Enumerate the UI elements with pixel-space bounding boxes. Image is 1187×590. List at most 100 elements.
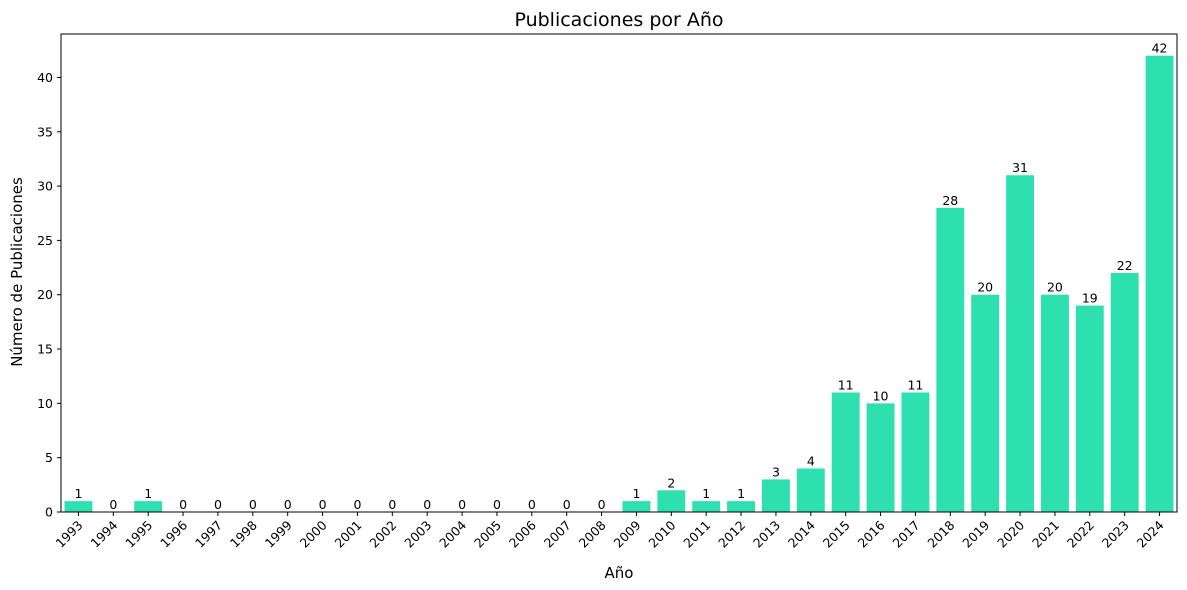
data-label-2008: 0 [598, 497, 606, 512]
data-label-2016: 10 [873, 388, 889, 403]
bar-2024 [1145, 55, 1174, 513]
x-tick-label-2003: 2003 [401, 518, 434, 551]
data-label-2001: 0 [353, 497, 361, 512]
bar-2016 [866, 403, 895, 512]
bar-2012 [727, 501, 756, 512]
bar-2021 [1040, 294, 1069, 512]
y-tick-label-20: 20 [37, 287, 53, 302]
x-tick-label-2019: 2019 [959, 517, 992, 550]
x-tick-label-2000: 2000 [297, 517, 330, 550]
data-label-2003: 0 [423, 497, 431, 512]
data-label-1996: 0 [179, 497, 187, 512]
bar-2017 [901, 392, 930, 512]
x-tick-label-2015: 2015 [820, 518, 853, 551]
data-label-1998: 0 [249, 497, 257, 512]
y-tick-label-30: 30 [37, 179, 53, 194]
x-tick-label-2006: 2006 [506, 517, 539, 550]
data-label-2020: 31 [1012, 160, 1028, 175]
data-label-2009: 1 [632, 486, 640, 501]
data-label-2006: 0 [528, 497, 536, 512]
bar-2018 [936, 207, 965, 512]
data-label-2004: 0 [458, 497, 466, 512]
y-tick-label-5: 5 [45, 450, 53, 465]
bar-1993 [64, 501, 93, 512]
y-tick-label-10: 10 [37, 396, 53, 411]
bar-2013 [761, 479, 790, 512]
x-tick-label-1994: 1994 [87, 517, 120, 550]
data-label-2012: 1 [737, 486, 745, 501]
y-tick-label-25: 25 [37, 233, 53, 248]
data-label-1995: 1 [144, 486, 152, 501]
bar-2014 [796, 468, 825, 512]
bar-2020 [1006, 175, 1035, 512]
x-tick-label-2011: 2011 [680, 518, 713, 551]
chart-title: Publicaciones por Año [514, 9, 723, 31]
x-tick-label-2017: 2017 [889, 518, 922, 551]
y-tick-label-0: 0 [45, 505, 53, 520]
x-tick-label-1998: 1998 [227, 517, 260, 550]
plot-frame [60, 33, 1178, 513]
x-tick-label-2010: 2010 [645, 517, 678, 550]
data-label-2024: 42 [1152, 41, 1168, 56]
x-tick-label-2018: 2018 [924, 517, 957, 550]
x-tick-label-2022: 2022 [1064, 518, 1097, 551]
data-label-2005: 0 [493, 497, 501, 512]
data-label-2014: 4 [807, 454, 815, 469]
y-tick-label-15: 15 [37, 342, 53, 357]
data-label-2017: 11 [907, 378, 923, 393]
x-tick-label-2014: 2014 [785, 517, 818, 550]
x-tick-label-2001: 2001 [331, 518, 364, 551]
x-tick-label-2002: 2002 [366, 518, 399, 551]
data-label-1993: 1 [74, 486, 82, 501]
data-label-2022: 19 [1082, 291, 1098, 306]
y-tick-label-35: 35 [37, 124, 53, 139]
bar-2019 [971, 294, 1000, 512]
x-tick-label-2004: 2004 [436, 517, 469, 550]
x-axis-label: Año [605, 564, 634, 582]
bar-2022 [1075, 305, 1104, 512]
x-axis: 1993 1994 1995 1996 1997 1998 1999 2000 2001 2002… [52, 512, 1167, 551]
bars-group [64, 55, 1174, 513]
data-label-2000: 0 [319, 497, 327, 512]
data-label-2011: 1 [702, 486, 710, 501]
data-label-1994: 0 [109, 497, 117, 512]
data-label-2010: 2 [667, 475, 675, 490]
data-label-2007: 0 [563, 497, 571, 512]
x-tick-label-2009: 2009 [610, 517, 643, 550]
data-label-1997: 0 [214, 497, 222, 512]
data-label-2013: 3 [772, 464, 780, 479]
data-label-2015: 11 [838, 378, 854, 393]
x-tick-label-2012: 2012 [715, 518, 748, 551]
x-tick-label-1993: 1993 [52, 518, 85, 551]
x-tick-label-1999: 1999 [262, 517, 295, 550]
x-tick-label-2005: 2005 [471, 518, 504, 551]
x-tick-label-2021: 2021 [1029, 518, 1062, 551]
x-tick-label-1997: 1997 [192, 518, 225, 551]
y-axis-label: Número de Publicaciones [8, 177, 26, 367]
data-label-2021: 20 [1047, 280, 1063, 295]
data-label-2019: 20 [977, 280, 993, 295]
bar-2009 [622, 501, 651, 512]
bar-1995 [134, 501, 163, 512]
x-tick-label-2013: 2013 [750, 518, 783, 551]
data-label-2018: 28 [942, 193, 958, 208]
x-tick-label-2008: 2008 [576, 517, 609, 550]
x-tick-label-2024: 2024 [1134, 517, 1167, 550]
bar-2010 [657, 490, 686, 512]
bar-2023 [1110, 273, 1139, 512]
x-tick-label-2007: 2007 [541, 518, 574, 551]
data-label-2023: 22 [1117, 258, 1133, 273]
x-tick-label-2020: 2020 [994, 517, 1027, 550]
data-label-2002: 0 [388, 497, 396, 512]
bar-2011 [692, 501, 721, 512]
y-tick-label-40: 40 [37, 70, 53, 85]
bar-2015 [831, 392, 860, 512]
x-tick-label-2023: 2023 [1099, 518, 1132, 551]
y-axis: 0 5 10 15 20 25 30 35 40 [37, 70, 61, 520]
x-tick-label-2016: 2016 [855, 517, 888, 550]
x-tick-label-1995: 1995 [122, 518, 155, 551]
x-tick-label-1996: 1996 [157, 517, 190, 550]
data-label-1999: 0 [284, 497, 292, 512]
